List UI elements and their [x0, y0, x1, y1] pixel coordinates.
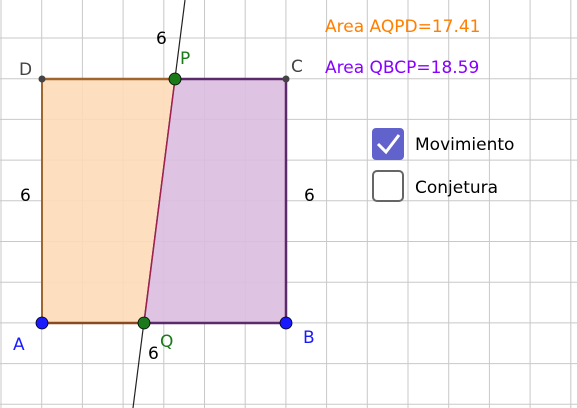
length-label: 6 [304, 186, 315, 206]
checkbox[interactable]: Movimiento [372, 128, 514, 160]
point-b[interactable] [279, 316, 293, 330]
point-a[interactable] [35, 316, 49, 330]
label-b: B [303, 328, 315, 348]
point-c[interactable] [282, 75, 290, 83]
point-p[interactable] [168, 72, 182, 86]
label-q: Q [160, 332, 173, 352]
checkbox-box[interactable] [372, 170, 404, 202]
checkbox-box[interactable] [372, 128, 404, 160]
point-q[interactable] [137, 316, 151, 330]
polygon-aqpd [42, 79, 175, 323]
area-text: Area AQPD=17.41 [325, 17, 481, 37]
checkbox-label[interactable]: Conjetura [415, 178, 498, 198]
length-label: 6 [20, 186, 31, 206]
label-c: C [291, 57, 303, 77]
length-label: 6 [148, 344, 159, 364]
length-label: 6 [156, 29, 167, 49]
polygon-qbcp [144, 79, 286, 323]
checkbox-label[interactable]: Movimiento [415, 135, 514, 155]
area-text: Area QBCP=18.59 [325, 58, 479, 78]
check-icon [376, 134, 401, 155]
label-p: P [180, 49, 190, 69]
point-d[interactable] [38, 75, 46, 83]
checkbox[interactable]: Conjetura [372, 170, 498, 202]
segment-pq [143, 78, 176, 324]
label-a: A [13, 335, 25, 355]
label-d: D [19, 60, 32, 80]
